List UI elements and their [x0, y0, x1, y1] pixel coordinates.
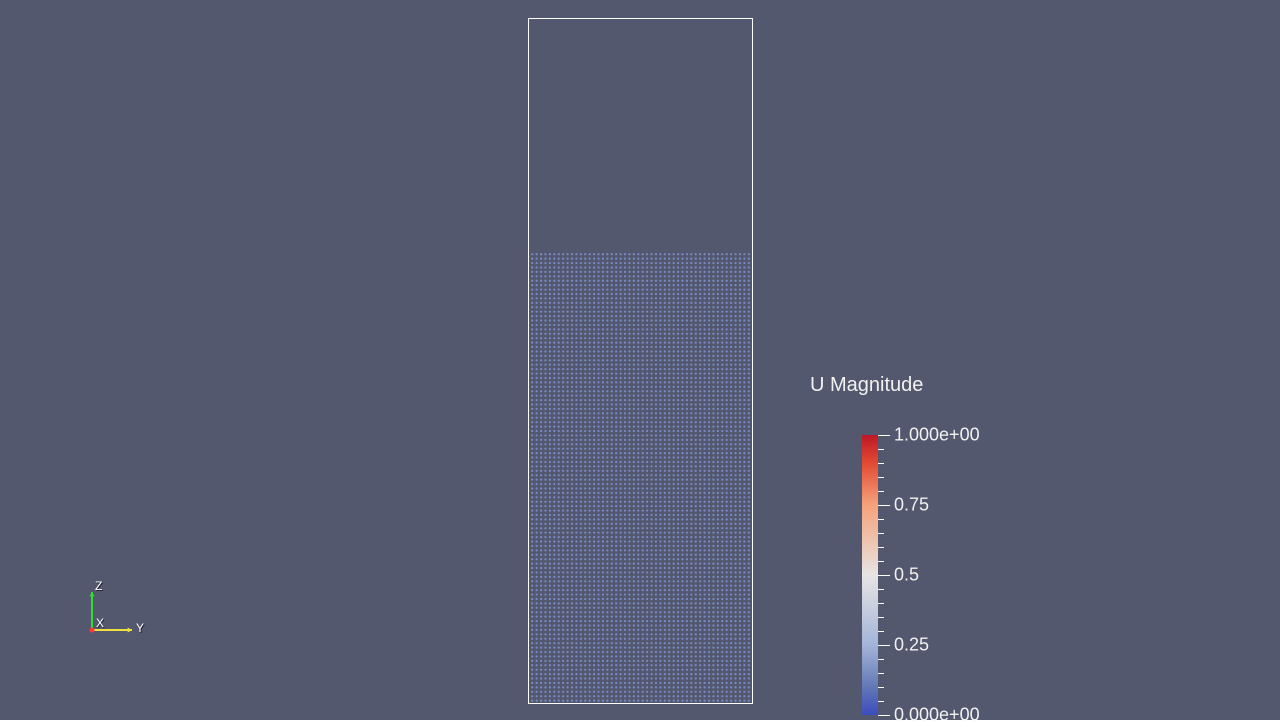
- orientation-axes: Z Y X: [82, 576, 146, 640]
- legend-major-tick: [878, 505, 890, 506]
- legend-title: U Magnitude: [810, 374, 1038, 397]
- colorbar-gradient: [862, 435, 878, 715]
- legend-minor-tick: [878, 477, 884, 478]
- legend-minor-tick: [878, 449, 884, 450]
- legend-minor-tick: [878, 603, 884, 604]
- axes-svg: Z Y X: [82, 576, 146, 640]
- legend-tick-label: 0.75: [894, 495, 929, 516]
- legend-minor-tick: [878, 519, 884, 520]
- axis-x-dot: [90, 628, 95, 633]
- legend-major-tick: [878, 715, 890, 716]
- legend-tick-label: 0.25: [894, 635, 929, 656]
- legend-minor-tick: [878, 547, 884, 548]
- legend-body: 1.000e+00 0.75 0.5 0.25 0.000e+00: [810, 405, 1038, 727]
- legend-minor-tick: [878, 589, 884, 590]
- legend-tick-label: 0.000e+00: [894, 705, 980, 726]
- legend-major-tick: [878, 575, 890, 576]
- legend-minor-tick: [878, 631, 884, 632]
- legend-minor-tick: [878, 491, 884, 492]
- legend-major-tick: [878, 435, 890, 436]
- legend-minor-tick: [878, 687, 884, 688]
- legend-major-tick: [878, 645, 890, 646]
- legend-tick-label: 1.000e+00: [894, 425, 980, 446]
- legend-minor-tick: [878, 463, 884, 464]
- colorbar: [862, 435, 878, 715]
- legend-minor-tick: [878, 617, 884, 618]
- legend-minor-tick: [878, 673, 884, 674]
- legend-minor-tick: [878, 561, 884, 562]
- legend-tick-label: 0.5: [894, 565, 919, 586]
- viewport: U Magnitude 1.000e+000.750.50.250.000e+0…: [0, 0, 1280, 720]
- legend-minor-tick: [878, 533, 884, 534]
- axis-x-label: X: [96, 616, 104, 630]
- particle-field: [530, 252, 751, 702]
- legend-minor-tick: [878, 701, 884, 702]
- axis-y-label: Y: [136, 621, 144, 635]
- axis-z-label: Z: [95, 579, 102, 593]
- legend-minor-tick: [878, 659, 884, 660]
- particles-svg: [530, 252, 751, 702]
- color-legend: U Magnitude 1.000e+00 0.75 0.5 0.25 0.000e+0…: [810, 374, 1038, 727]
